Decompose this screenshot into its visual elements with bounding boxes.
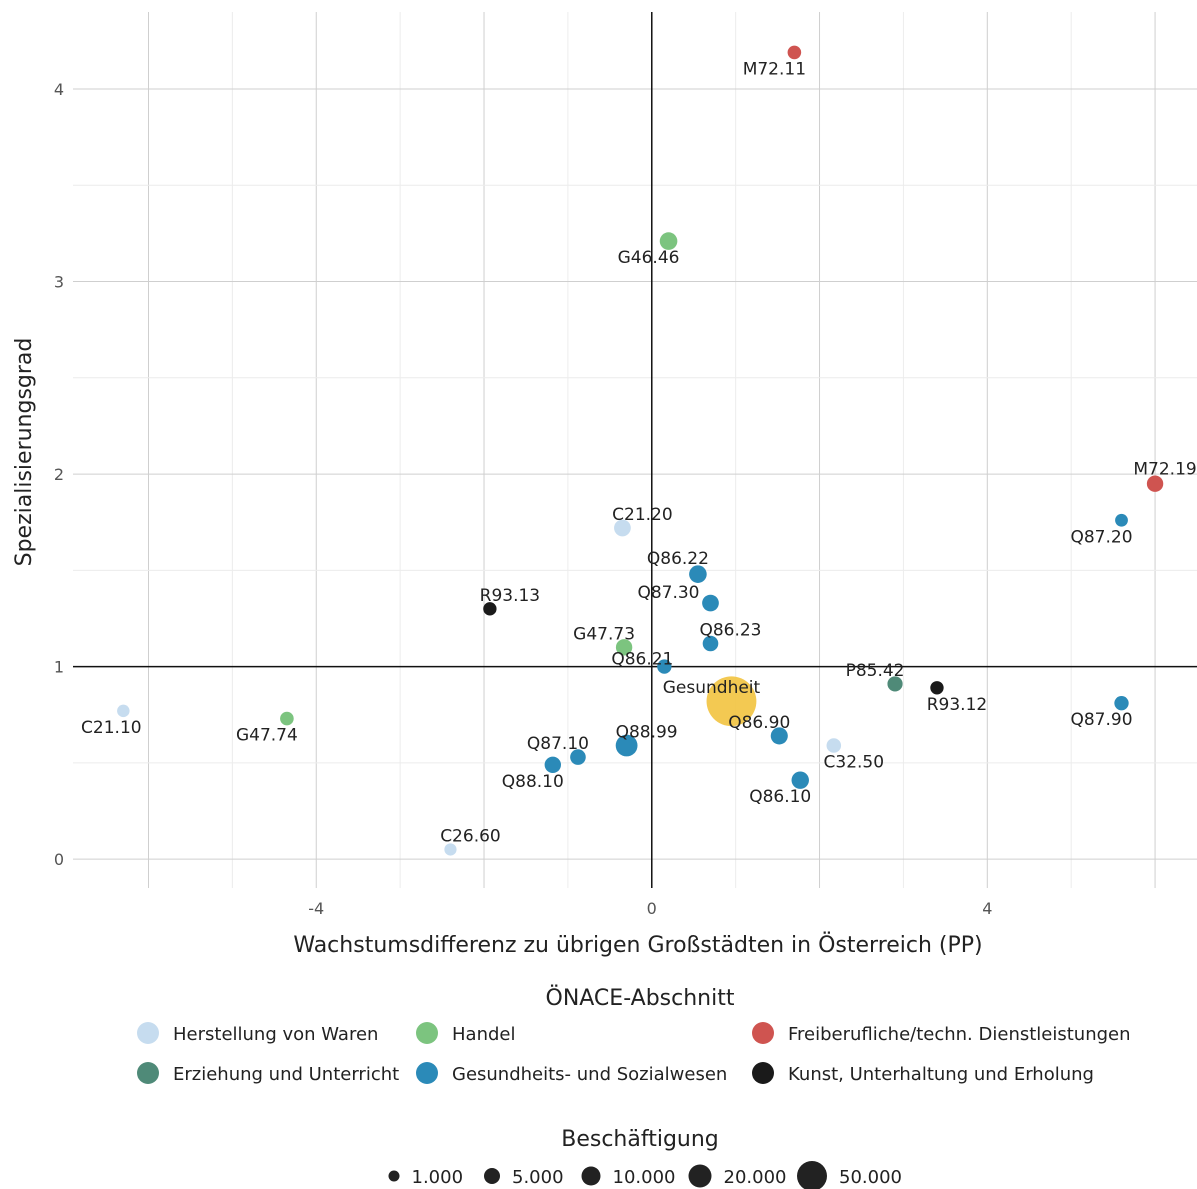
legend-label-erziehung: Erziehung und Unterricht [173,1064,399,1085]
size-legend-label: 1.000 [412,1167,464,1188]
data-point-q86-21 [657,659,672,674]
legend-label-kunst: Kunst, Unterhaltung und Erholung [788,1064,1094,1085]
data-label: Q87.20 [1070,527,1132,547]
legend-label-gesundheit: Gesundheits- und Sozialwesen [452,1064,727,1085]
data-label: Q86.90 [728,713,790,733]
data-label: Gesundheit [663,678,761,698]
data-point-q87-30 [702,594,719,612]
legend-swatch-kunst [752,1062,774,1084]
data-label: Q86.22 [647,549,709,569]
reference-lines [73,12,1197,888]
data-label: C21.10 [81,718,142,738]
data-label: Q88.10 [502,772,564,792]
color-legend-title: ÖNACE-Abschnitt [546,985,735,1011]
data-label: C21.20 [612,505,673,525]
data-label: G47.74 [236,726,298,746]
y-tick-label: 0 [54,850,64,869]
x-tick-label: 4 [982,899,992,918]
data-label: Q86.10 [749,787,811,807]
data-label: Q86.21 [611,650,673,670]
data-point-q88-99 [615,734,638,757]
legend-swatch-erziehung [137,1062,159,1084]
data-label: Q87.30 [637,583,699,603]
data-point-q87-90 [1114,696,1129,711]
data-label: C26.60 [440,826,501,846]
size-legend-label: 5.000 [512,1167,564,1188]
data-point-q86-23 [702,635,719,652]
data-point-g46-46 [659,232,678,250]
data-point-p85-42 [887,676,903,692]
data-point-c21-10 [117,704,130,718]
data-point-c32-50 [826,738,842,753]
y-tick-label: 4 [54,80,64,99]
data-label: Q87.90 [1070,710,1132,730]
data-label: G47.73 [573,624,635,644]
legend-swatch-gesundheit [416,1062,438,1084]
size-legend-swatch [688,1164,712,1188]
size-legend-label: 50.000 [839,1167,902,1188]
data-label: R93.12 [927,695,987,715]
data-label: C32.50 [824,753,885,773]
legend-swatch-freiberuf [752,1022,774,1044]
data-point-q86-10 [791,771,809,789]
data-label: M72.19 [1133,460,1196,480]
data-point-gesundheit [706,676,757,727]
data-point-g47-74 [280,711,294,726]
data-points [117,45,1164,856]
data-point-g47-73 [615,639,633,656]
data-point-r93-13 [483,602,497,616]
y-tick-label: 2 [54,465,64,484]
color-legend: ÖNACE-Abschnitt Herstellung von Waren Han… [137,985,1131,1085]
legend-swatch-herstellung [137,1022,159,1044]
data-point-q87-20 [1115,513,1128,527]
data-point-m72-11 [787,45,802,60]
x-tick-label: -4 [308,899,324,918]
legend-label-handel: Handel [452,1024,515,1045]
size-legend: Beschäftigung 1.000 5.000 10.000 20.000 50.0… [388,1127,902,1189]
data-point-c26-60 [444,843,457,856]
size-legend-swatch [581,1166,601,1186]
data-label: M72.11 [743,59,806,79]
axis-ticks: -4 0 4 0 1 2 3 4 [54,80,993,918]
legend-label-herstellung: Herstellung von Waren [173,1024,378,1045]
data-label: P85.42 [846,661,905,681]
data-label: Q86.23 [699,620,761,640]
y-axis-title: Spezialisierungsgrad [12,338,37,567]
data-point-r93-12 [930,681,944,695]
size-legend-swatch [484,1168,500,1184]
data-point-q86-90 [770,727,788,745]
x-axis-title: Wachstumsdifferenz zu übrigen Großstädte… [293,932,982,958]
data-point-c21-20 [614,519,631,537]
size-legend-swatch [797,1161,827,1189]
size-legend-title: Beschäftigung [561,1127,719,1152]
grid [73,12,1197,888]
data-label: G46.46 [618,248,680,268]
data-label: Q87.10 [527,734,589,754]
data-point-q86-22 [689,565,707,583]
data-label: Q88.99 [616,723,678,743]
size-legend-label: 10.000 [613,1167,676,1188]
data-point-q88-10 [544,756,561,773]
y-tick-label: 1 [54,658,64,677]
legend-swatch-handel [416,1022,438,1044]
y-tick-label: 3 [54,273,64,292]
data-point-m72-19 [1146,475,1164,492]
legend-label-freiberuf: Freiberufliche/techn. Dienstleistungen [788,1024,1131,1045]
size-legend-label: 20.000 [724,1167,787,1188]
data-label: R93.13 [480,586,540,606]
size-legend-swatch [388,1170,400,1182]
x-tick-label: 0 [647,899,657,918]
data-labels: M72.11 G46.46 M72.19 Q87.20 C21.20 Q86.22 Q87.… [81,59,1197,846]
data-point-q87-10 [570,749,586,765]
